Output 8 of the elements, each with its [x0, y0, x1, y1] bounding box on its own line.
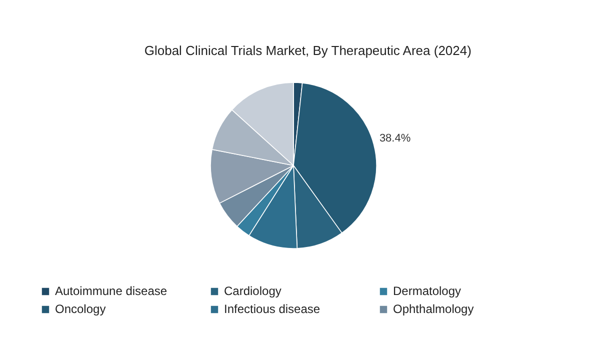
legend-label: Ophthalmology — [393, 302, 475, 316]
legend-label: Cardiology — [224, 284, 282, 298]
chart-title: Global Clinical Trials Market, By Therapeutic Area (2024) — [144, 43, 472, 58]
data-label: 38.4% — [379, 132, 411, 145]
legend-label: Autoimmune disease — [55, 284, 168, 298]
legend-label: Infectious disease — [224, 302, 322, 316]
legend-label: Oncology — [55, 302, 107, 316]
legend-label: Dermatology — [393, 284, 462, 298]
